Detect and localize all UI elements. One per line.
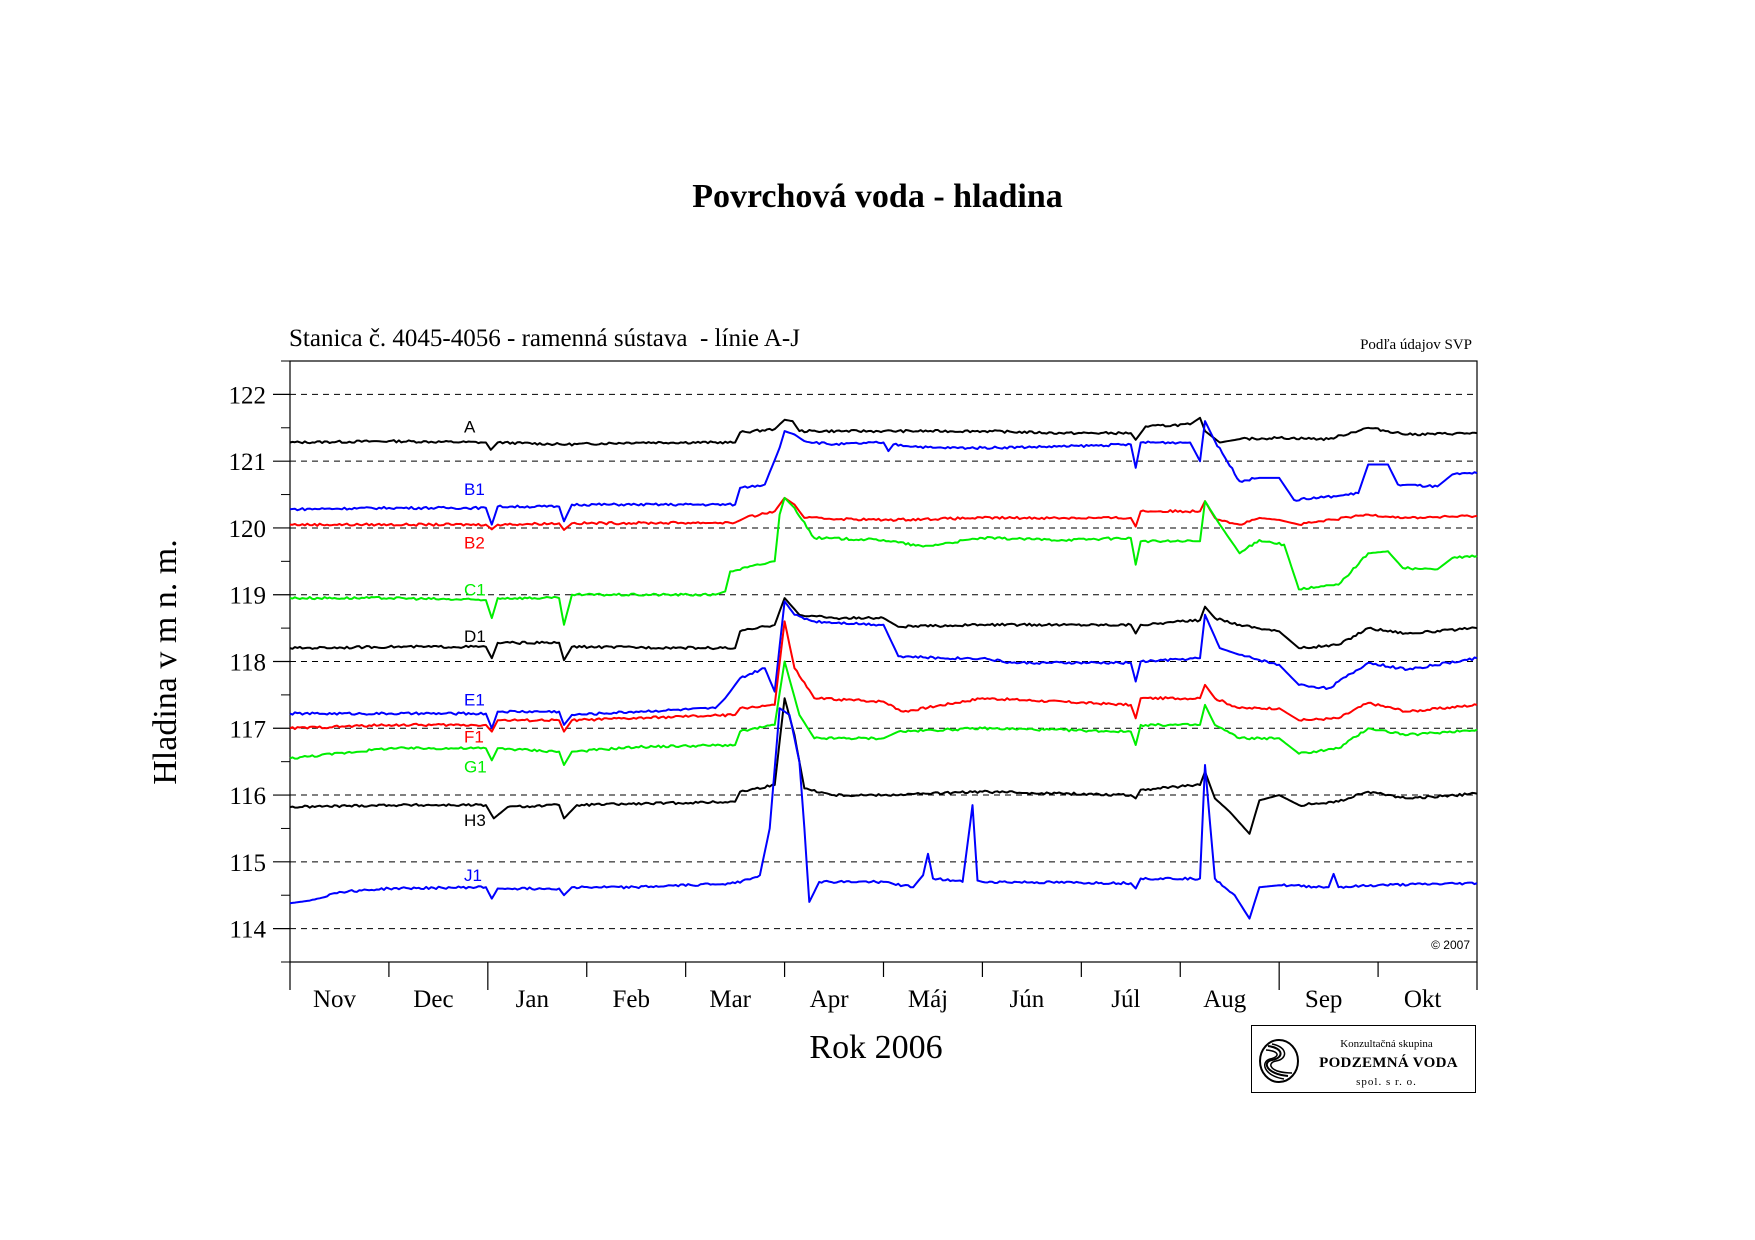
- x-tick-label: Júl: [1111, 986, 1140, 1013]
- series-label-H3: H3: [464, 811, 486, 830]
- y-tick-label: 119: [229, 583, 266, 610]
- chart-subtitle: Stanica č. 4045-4056 - ramenná sústava -…: [289, 325, 800, 352]
- x-axis: Nov Dec Jan Feb Mar Apr Máj Jún Júl Aug Sep Okt: [289, 962, 1478, 1013]
- x-tick-label: Dec: [413, 986, 453, 1013]
- x-tick-label: Sep: [1305, 986, 1343, 1013]
- page-title: Povrchová voda - hladina: [692, 178, 1063, 215]
- series-label-J1: J1: [464, 866, 482, 885]
- logo-company-name: PODZEMNÁ VODA: [1319, 1055, 1458, 1071]
- series-line-C1: [289, 496, 1478, 626]
- y-tick-label: 121: [229, 449, 267, 476]
- series-lines: [289, 416, 1478, 920]
- series-label-G1: G1: [464, 757, 487, 776]
- series-line-A: [289, 416, 1478, 451]
- series-label-D1: D1: [464, 627, 486, 646]
- source-note: Podľa údajov SVP: [1360, 337, 1472, 353]
- logo-bottom-text: spol. s r. o.: [1356, 1076, 1417, 1088]
- logo-top-text: Konzultačná skupina: [1340, 1038, 1433, 1050]
- company-logo-icon: [1259, 1039, 1299, 1083]
- series-line-G1: [289, 660, 1478, 766]
- x-tick-label: Máj: [908, 986, 948, 1013]
- x-tick-label: Apr: [810, 986, 850, 1013]
- x-tick-label: Okt: [1404, 986, 1442, 1013]
- x-tick-label: Aug: [1203, 986, 1247, 1013]
- x-tick-label: Feb: [613, 986, 651, 1013]
- series-label-C1: C1: [464, 580, 486, 599]
- y-axis: 114 115 116 117 118 119 120 121 122: [229, 360, 290, 963]
- series-line-H3: [289, 697, 1478, 835]
- series-line-B2: [289, 496, 1478, 531]
- series-label-A: A: [464, 417, 476, 436]
- grid-lines: [290, 393, 1477, 930]
- series-line-E1: [289, 600, 1478, 730]
- series-line-F1: [289, 620, 1478, 733]
- series-label-B2: B2: [464, 534, 485, 553]
- series-label-F1: F1: [464, 727, 484, 746]
- series-line-D1: [289, 597, 1478, 662]
- y-axis-label: Hladina v m n. m.: [147, 539, 184, 785]
- copyright-note: © 2007: [1431, 938, 1470, 952]
- series-label-E1: E1: [464, 691, 485, 710]
- x-tick-label: Mar: [709, 986, 751, 1013]
- company-logo-box: Konzultačná skupina PODZEMNÁ VODA spol. …: [1251, 1025, 1476, 1093]
- y-tick-label: 114: [229, 917, 266, 944]
- y-tick-label: 116: [229, 783, 266, 810]
- y-tick-label: 117: [229, 716, 266, 743]
- y-tick-label: 120: [229, 516, 267, 543]
- y-tick-label: 118: [229, 650, 266, 677]
- x-tick-label: Nov: [313, 986, 357, 1013]
- y-tick-label: 115: [229, 850, 266, 877]
- y-tick-label: 122: [229, 382, 267, 409]
- x-tick-label: Jún: [1010, 986, 1045, 1013]
- series-line-J1: [289, 707, 1478, 920]
- x-axis-label: Rok 2006: [809, 1029, 942, 1066]
- x-tick-label: Jan: [516, 986, 550, 1013]
- series-label-B1: B1: [464, 480, 485, 499]
- series-line-B1: [289, 420, 1478, 526]
- series-labels: A B1 B2 C1 D1 E1 F1 G1 H3 J1: [464, 417, 487, 885]
